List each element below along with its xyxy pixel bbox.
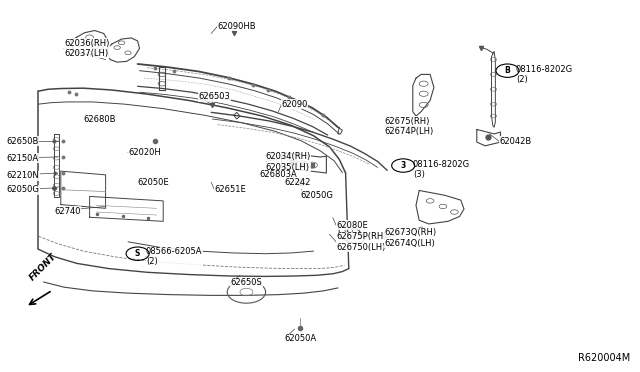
Text: 62680B: 62680B <box>83 115 116 124</box>
Text: 62675P(RH)
626750(LH): 62675P(RH) 626750(LH) <box>336 232 387 251</box>
Text: 626503: 626503 <box>198 92 230 101</box>
Text: 08116-8202G
(3): 08116-8202G (3) <box>413 160 470 179</box>
Text: 3: 3 <box>401 161 406 170</box>
Text: 62020H: 62020H <box>128 148 161 157</box>
Text: 62675(RH)
62674P(LH): 62675(RH) 62674P(LH) <box>384 117 433 136</box>
Text: 08116-8202G
(2): 08116-8202G (2) <box>516 65 573 84</box>
Text: 62050E: 62050E <box>138 178 169 187</box>
Text: 62090: 62090 <box>282 100 308 109</box>
Text: 62650B: 62650B <box>6 137 39 146</box>
Text: 62042B: 62042B <box>499 137 531 146</box>
Text: 626803A: 626803A <box>259 170 297 179</box>
Text: 62242: 62242 <box>285 178 311 187</box>
Text: 62740: 62740 <box>54 207 81 216</box>
Text: B: B <box>505 66 510 75</box>
Text: 62036(RH)
62037(LH): 62036(RH) 62037(LH) <box>64 39 109 58</box>
Text: 62080E: 62080E <box>336 221 368 230</box>
Text: 62090HB: 62090HB <box>218 22 256 31</box>
Text: 62034(RH)
62035(LH): 62034(RH) 62035(LH) <box>266 152 311 171</box>
Text: 62050G: 62050G <box>6 185 39 194</box>
Text: 62050G: 62050G <box>301 191 333 200</box>
Text: 08566-6205A
(2): 08566-6205A (2) <box>146 247 202 266</box>
Text: 62650S: 62650S <box>230 278 262 287</box>
Text: 62050A: 62050A <box>285 334 317 343</box>
Text: 62150A: 62150A <box>6 154 38 163</box>
Text: 62651E: 62651E <box>214 185 246 194</box>
Text: FRONT: FRONT <box>28 252 59 283</box>
Text: 62210N: 62210N <box>6 171 39 180</box>
Text: 62673Q(RH)
62674Q(LH): 62673Q(RH) 62674Q(LH) <box>384 228 436 248</box>
Text: S: S <box>135 249 140 258</box>
Text: R620004M: R620004M <box>578 353 630 363</box>
